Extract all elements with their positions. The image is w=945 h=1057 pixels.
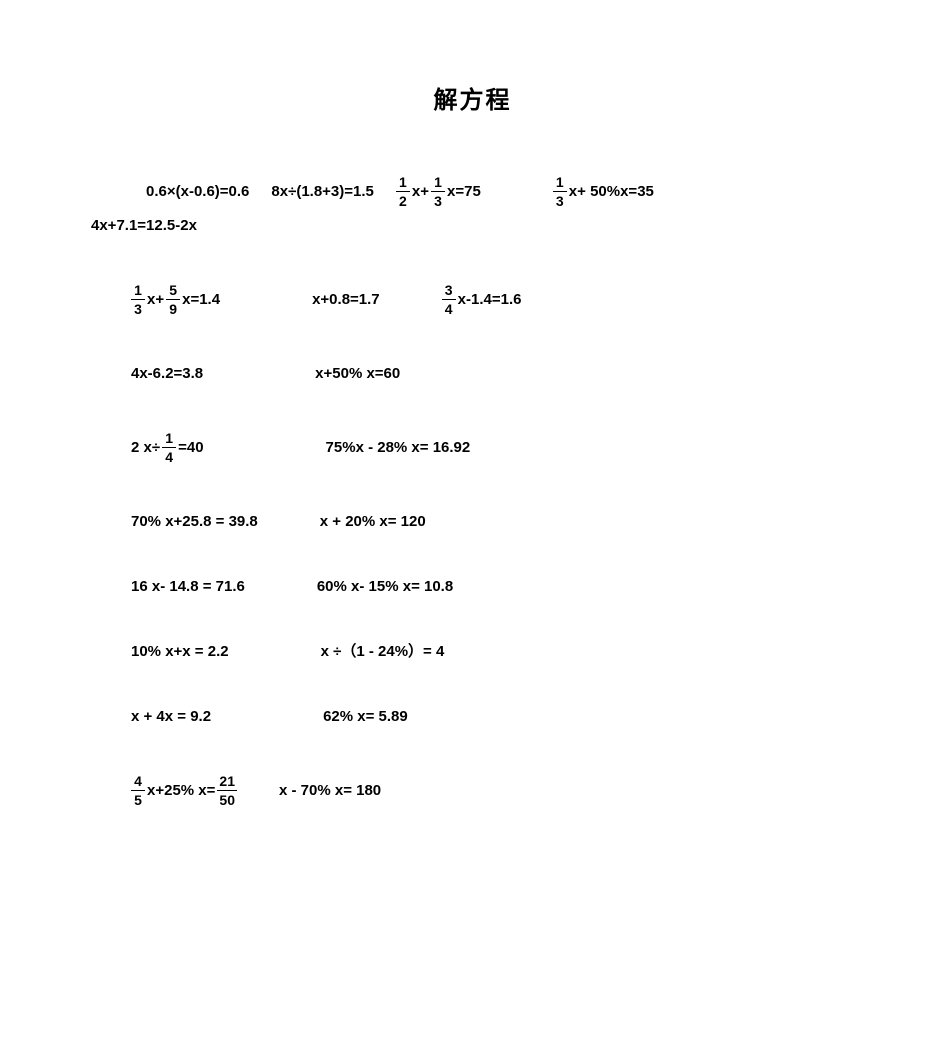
fraction: 59 [166, 283, 180, 316]
equation: 12 x+13 x=75 [375, 175, 482, 208]
fraction-denominator: 3 [132, 302, 144, 316]
equation: 62% x= 5.89 [212, 709, 409, 724]
equation: x ÷（1 - 24%）= 4 [230, 644, 446, 659]
fraction: 34 [442, 283, 456, 316]
problem-row: 4x+7.1=12.5-2x [90, 218, 845, 233]
fraction-denominator: 4 [163, 450, 175, 464]
fraction-denominator: 3 [554, 194, 566, 208]
equation-text: =40 [177, 440, 204, 455]
problem-row: 4x-6.2=3.8 x+50% x=60 [100, 366, 845, 381]
worksheet-page: 解方程 0.6×(x-0.6)=0.6 8x÷(1.8+3)=1.5 12 x+… [0, 0, 945, 1057]
fraction-denominator: 3 [432, 194, 444, 208]
equation-text: x + 20% x= 120 [319, 514, 427, 529]
equation: 75%x - 28% x= 16.92 [205, 440, 472, 455]
fraction-denominator: 2 [397, 194, 409, 208]
problem-row: 70% x+25.8 = 39.8 x + 20% x= 120 [100, 514, 845, 529]
equation: 10% x+x = 2.2 [130, 644, 230, 659]
fraction-denominator: 50 [217, 793, 237, 807]
fraction-numerator: 21 [217, 774, 237, 788]
equation-text: x=1.4 [181, 292, 221, 307]
fraction-bar [553, 191, 567, 192]
equation: 8x÷(1.8+3)=1.5 [250, 184, 374, 199]
fraction-numerator: 1 [397, 175, 409, 189]
equation: 4x-6.2=3.8 [130, 366, 204, 381]
fraction-numerator: 5 [167, 283, 179, 297]
equation: 0.6×(x-0.6)=0.6 [145, 184, 250, 199]
page-title: 解方程 [100, 80, 845, 115]
equation: 13 x+ 50%x=35 [482, 175, 655, 208]
problem-row: 2 x÷14 =40 75%x - 28% x= 16.92 [100, 431, 845, 464]
fraction-bar [396, 191, 410, 192]
fraction-bar [217, 790, 237, 791]
equation: 34 x-1.4=1.6 [381, 283, 523, 316]
equation: x + 20% x= 120 [259, 514, 427, 529]
equation-text: x+50% x=60 [314, 366, 401, 381]
problem-row: 10% x+x = 2.2 x ÷（1 - 24%）= 4 [100, 644, 845, 659]
equation-text: 10% x+x = 2.2 [130, 644, 230, 659]
fraction-bar [442, 299, 456, 300]
fraction-denominator: 9 [167, 302, 179, 316]
fraction-numerator: 1 [163, 431, 175, 445]
equation-text: x + 4x = 9.2 [130, 709, 212, 724]
problem-row: 16 x- 14.8 = 71.6 60% x- 15% x= 10.8 [100, 579, 845, 594]
equation-text: 62% x= 5.89 [322, 709, 409, 724]
equation: 13 x+59 x=1.4 [130, 283, 221, 316]
equation-text: 2 x÷ [130, 440, 161, 455]
equation-text: 4x-6.2=3.8 [130, 366, 204, 381]
fraction-bar [166, 299, 180, 300]
equation: x + 4x = 9.2 [130, 709, 212, 724]
equation: 70% x+25.8 = 39.8 [130, 514, 259, 529]
equation: 16 x- 14.8 = 71.6 [130, 579, 246, 594]
fraction: 12 [396, 175, 410, 208]
fraction: 45 [131, 774, 145, 807]
problem-row: 0.6×(x-0.6)=0.6 8x÷(1.8+3)=1.5 12 x+13 x… [100, 175, 845, 208]
equation-text: 70% x+25.8 = 39.8 [130, 514, 259, 529]
fraction-bar [131, 790, 145, 791]
equation-text: x+ 50%x=35 [568, 184, 655, 199]
fraction-numerator: 1 [132, 283, 144, 297]
fraction-numerator: 1 [432, 175, 444, 189]
fraction: 13 [131, 283, 145, 316]
fraction: 14 [162, 431, 176, 464]
equation: x+0.8=1.7 [221, 292, 381, 307]
equation-text: 60% x- 15% x= 10.8 [316, 579, 454, 594]
equation: 60% x- 15% x= 10.8 [246, 579, 454, 594]
fraction: 13 [553, 175, 567, 208]
problem-row: 45 x+25% x=2150 x - 70% x= 180 [100, 774, 845, 807]
equation-text: 0.6×(x-0.6)=0.6 [145, 184, 250, 199]
fraction-bar [162, 447, 176, 448]
equation-text: 8x÷(1.8+3)=1.5 [270, 184, 374, 199]
problem-row: 13 x+59 x=1.4 x+0.8=1.7 34 x-1.4=1.6 [100, 283, 845, 316]
fraction-denominator: 4 [443, 302, 455, 316]
equation-text: x+ [146, 292, 165, 307]
equation: x - 70% x= 180 [238, 783, 382, 798]
equation: x+50% x=60 [204, 366, 401, 381]
fraction-numerator: 3 [443, 283, 455, 297]
equation-text: 75%x - 28% x= 16.92 [325, 440, 472, 455]
equation-text: 16 x- 14.8 = 71.6 [130, 579, 246, 594]
equation-text: x+25% x= [146, 783, 216, 798]
fraction: 2150 [217, 774, 237, 807]
equation-text: x-1.4=1.6 [457, 292, 523, 307]
equation: 4x+7.1=12.5-2x [90, 218, 198, 233]
equation-text: x+0.8=1.7 [311, 292, 381, 307]
equation-text: x - 70% x= 180 [278, 783, 382, 798]
problem-row: x + 4x = 9.2 62% x= 5.89 [100, 709, 845, 724]
fraction-bar [131, 299, 145, 300]
fraction-bar [431, 191, 445, 192]
fraction-numerator: 1 [554, 175, 566, 189]
equation-text: x=75 [446, 184, 482, 199]
fraction-denominator: 5 [132, 793, 144, 807]
equation: 45 x+25% x=2150 [130, 774, 238, 807]
fraction: 13 [431, 175, 445, 208]
fraction-numerator: 4 [132, 774, 144, 788]
equation-text: x ÷（1 - 24%）= 4 [320, 644, 446, 659]
equation: 2 x÷14 =40 [130, 431, 205, 464]
equation-text: 4x+7.1=12.5-2x [90, 218, 198, 233]
equation-text: x+ [411, 184, 430, 199]
